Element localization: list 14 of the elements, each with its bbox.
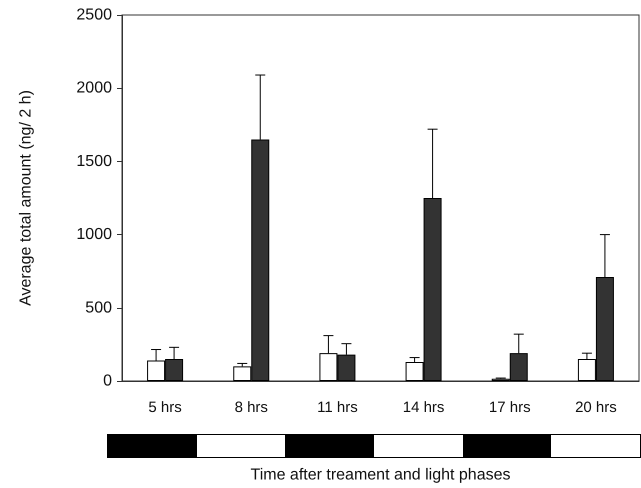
x-tick-label: 11 hrs <box>317 399 358 416</box>
y-tick-label: 1500 <box>76 152 112 170</box>
y-tick-label: 0 <box>103 372 112 390</box>
y-tick-label: 2000 <box>76 80 112 97</box>
y-tick-label: 1000 <box>76 226 112 244</box>
y-axis-title: Average total amount (ng/ 2 h) <box>18 90 34 306</box>
x-tick-label: 20 hrs <box>575 399 617 416</box>
y-tick-label: 500 <box>85 299 112 316</box>
y-tick-label: 2500 <box>76 6 112 24</box>
x-tick-label: 5 hrs <box>148 399 182 416</box>
x-tick-label: 8 hrs <box>234 399 268 416</box>
x-tick-label: 14 hrs <box>402 399 444 416</box>
x-axis-title: Time after treament and light phases <box>250 466 510 484</box>
x-tick-label: 17 hrs <box>488 399 531 416</box>
